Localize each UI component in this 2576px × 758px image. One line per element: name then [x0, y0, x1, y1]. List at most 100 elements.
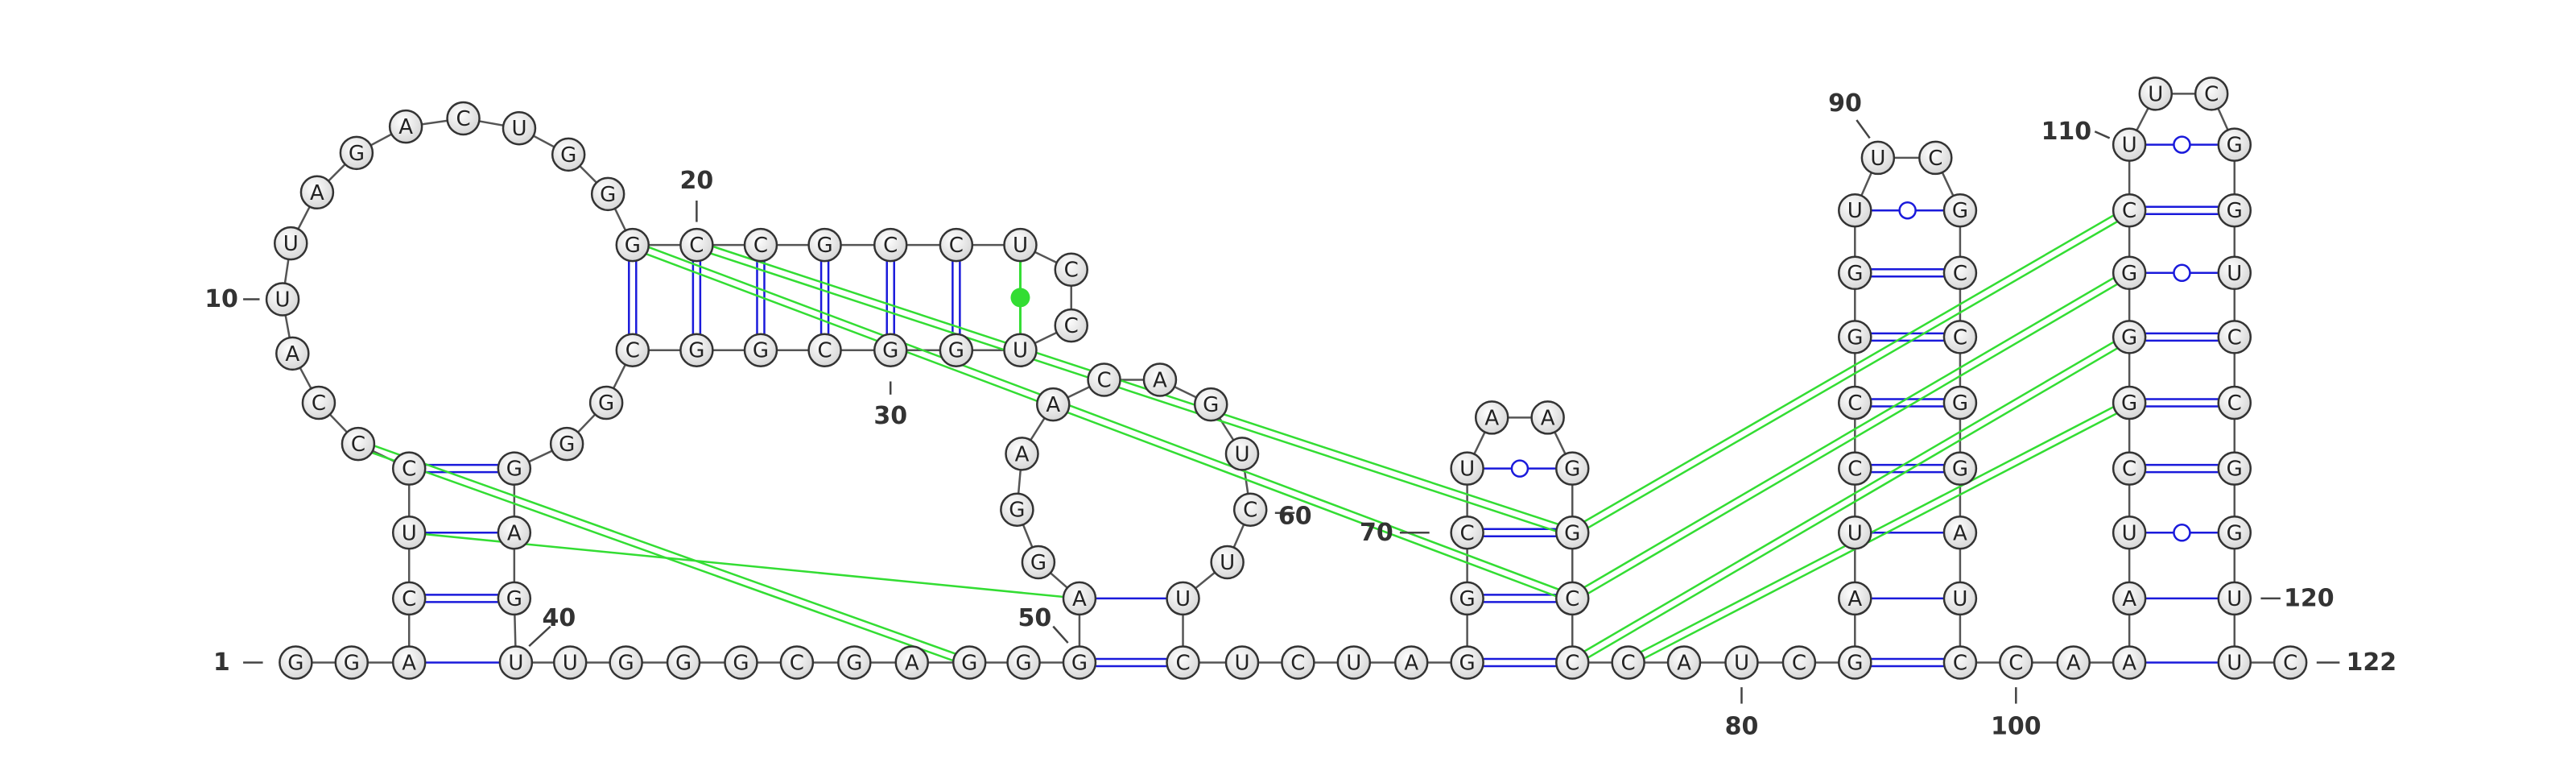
nucleotide-circle: [1062, 581, 1097, 616]
bond: [1625, 398, 2128, 661]
nucleotide: A: [1404, 652, 1418, 676]
nucleotide: C: [1243, 499, 1257, 523]
gu-mark: [2173, 135, 2191, 154]
nucleotide: U: [1346, 652, 1361, 676]
nucleotide-circle: [1838, 516, 1872, 550]
bond: [359, 439, 972, 661]
nucleotide-circle: [2056, 645, 2091, 680]
nucleotide: C: [2122, 199, 2136, 223]
nucleotide-circle: [339, 135, 374, 171]
nucleotide-circle: [1474, 400, 1509, 435]
nucleotide-circle: [873, 227, 908, 263]
bond: [630, 247, 1572, 603]
nucleotide-circle: [1450, 581, 1484, 616]
nucleotide-circle: [2112, 193, 2147, 228]
nucleotide: G: [1071, 652, 1088, 676]
nucleotide-circle: [2138, 77, 2174, 111]
nucleotide: G: [817, 234, 833, 258]
nucleotide-circle: [1838, 320, 1872, 354]
nucleotide-circle: [2217, 193, 2252, 228]
nucleotide-circle: [1942, 385, 1978, 420]
bond: [1570, 333, 2128, 661]
nucleotide: G: [1030, 551, 1046, 575]
nucleotide: U: [2227, 262, 2242, 286]
nucleotide-circle: [1666, 645, 1702, 680]
nucleotide: U: [2122, 134, 2137, 158]
nucleotide: C: [1847, 391, 1862, 416]
nucleotide: A: [1484, 406, 1499, 430]
nucleotide-circle: [952, 645, 987, 680]
nucleotide-circle: [1838, 385, 1872, 420]
bond: [633, 240, 1575, 596]
position-number: 10: [204, 285, 238, 313]
nucleotide-circle: [1942, 516, 1978, 550]
nucleotide: A: [402, 652, 416, 676]
nucleotide-circle: [1942, 645, 1978, 680]
nucleotide: U: [1220, 551, 1235, 575]
position-number: 1: [213, 648, 230, 677]
nucleotide-circle: [2217, 581, 2252, 616]
nucleotide: U: [1459, 458, 1475, 482]
nucleotide-circle: [1450, 645, 1484, 680]
nucleotide: G: [688, 339, 704, 363]
nucleotide-circle: [446, 101, 481, 136]
nucleotide-circle: [1003, 227, 1038, 263]
position-number: 60: [1278, 502, 1312, 530]
nucleotide: G: [948, 339, 964, 363]
nucleotide-circle: [894, 645, 930, 680]
nucleotide-circle: [1450, 451, 1484, 486]
nucleotide: G: [618, 652, 634, 676]
position-number: 70: [1360, 519, 1393, 547]
nucleotide-circle: [1942, 320, 1978, 354]
nucleotide-circle: [807, 333, 842, 367]
nucleotide: A: [507, 521, 522, 545]
nucleotide: G: [598, 391, 614, 416]
nucleotide-circle: [2217, 385, 2252, 420]
position-number: 90: [1828, 89, 1862, 118]
nucleotide-circle: [299, 175, 335, 210]
nucleotide-circle: [2217, 516, 2252, 550]
nucleotide-circle: [334, 645, 369, 680]
nucleotide: C: [1928, 147, 1942, 171]
nucleotide-circle: [1232, 492, 1268, 527]
nucleotide: G: [2227, 199, 2243, 223]
nucleotide-circle: [265, 282, 300, 317]
nucleotide: G: [1015, 652, 1031, 676]
nucleotide-circle: [1860, 140, 1896, 176]
nucleotide-circle: [2217, 127, 2252, 162]
position-number: 40: [543, 604, 576, 632]
nucleotide: G: [506, 587, 522, 611]
gu-dot: [1010, 288, 1030, 308]
nucleotide-circle: [779, 645, 815, 680]
nucleotide-circle: [551, 137, 586, 172]
nucleotide: U: [1234, 442, 1249, 466]
nucleotide: U: [1952, 587, 1967, 611]
nucleotide-circle: [1062, 645, 1097, 680]
nucleotide: U: [563, 652, 578, 676]
nucleotide: C: [1621, 652, 1636, 676]
nucleotide-circle: [1530, 400, 1565, 435]
nucleotide: U: [1870, 147, 1885, 171]
gu-mark: [2173, 263, 2191, 283]
nucleotide-circle: [743, 333, 778, 367]
nucleotide: G: [1009, 499, 1025, 523]
nucleotide-circle: [1224, 645, 1260, 680]
nucleotide: G: [1459, 652, 1476, 676]
nucleotide: A: [285, 342, 299, 367]
nucleotide-circle: [1336, 645, 1372, 680]
nucleotide: A: [2122, 652, 2136, 676]
position-number: 30: [873, 402, 907, 430]
nucleotide-circle: [1166, 645, 1200, 680]
nucleotide: C: [456, 107, 470, 131]
nucleotide-circle: [1142, 362, 1178, 397]
nucleotide-circle: [1999, 645, 2033, 680]
nucleotide: C: [312, 391, 326, 416]
nucleotide: C: [753, 234, 768, 258]
nucleotide: C: [689, 234, 704, 258]
bond: [1573, 275, 2132, 603]
nucleotide: U: [1847, 521, 1863, 545]
bond: [697, 240, 1575, 531]
nucleotide: C: [790, 652, 804, 676]
nucleotide: G: [753, 339, 769, 363]
